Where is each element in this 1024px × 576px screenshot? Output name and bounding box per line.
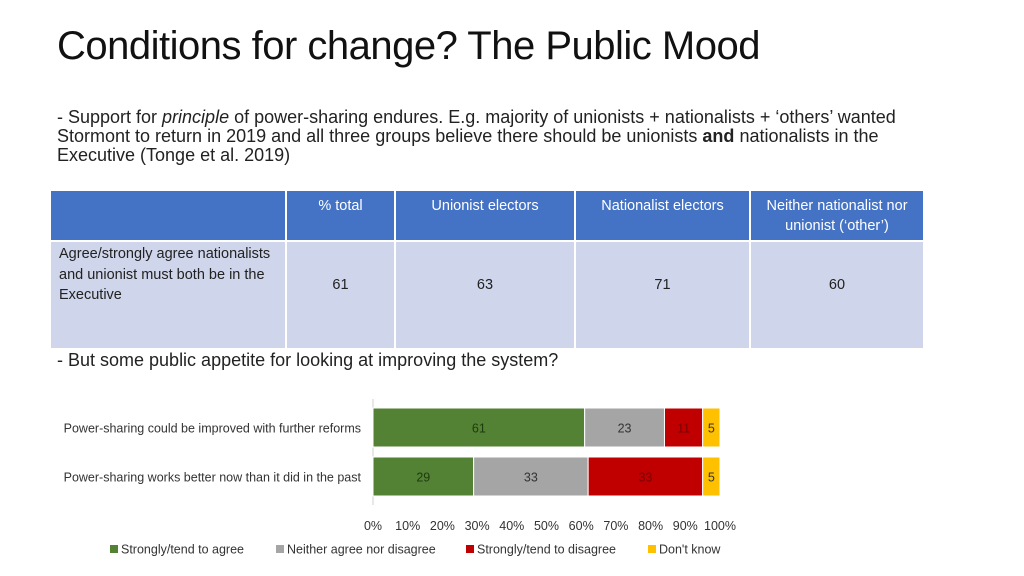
legend-label: Don't know bbox=[659, 543, 721, 557]
stacked-bar-chart: Power-sharing could be improved with fur… bbox=[64, 399, 736, 557]
bullet1-text-a: - Support for bbox=[57, 107, 163, 127]
bar-segment bbox=[663, 407, 704, 448]
bullet-public-appetite: - But some public appetite for looking a… bbox=[57, 350, 559, 370]
bullet1-bold: and bbox=[702, 126, 735, 146]
data-label: 33 bbox=[638, 471, 652, 485]
x-tick-label: 90% bbox=[673, 519, 698, 533]
table-header-nationalist: Nationalist electors bbox=[574, 189, 751, 242]
bar-segment bbox=[584, 407, 665, 448]
x-tick-label: 70% bbox=[603, 519, 628, 533]
data-label: 29 bbox=[416, 471, 430, 485]
data-label: 61 bbox=[472, 422, 486, 436]
x-tick-label: 80% bbox=[638, 519, 663, 533]
legend-label: Strongly/tend to agree bbox=[121, 543, 244, 557]
table-header-total: % total bbox=[285, 189, 396, 242]
table-row-label: Agree/strongly agree nationalists and un… bbox=[49, 240, 287, 350]
x-tick-label: 20% bbox=[430, 519, 455, 533]
bar-segment bbox=[372, 456, 475, 497]
data-label: 5 bbox=[708, 471, 715, 485]
x-tick-label: 40% bbox=[499, 519, 524, 533]
category-label: Power-sharing could be improved with fur… bbox=[64, 422, 361, 436]
x-tick-label: 100% bbox=[704, 519, 736, 533]
category-label: Power-sharing works better now than it d… bbox=[64, 471, 362, 485]
bullet-support-principle: - Support for principle of power-sharing… bbox=[57, 108, 937, 165]
survey-table: % total Unionist electors Nationalist el… bbox=[49, 189, 925, 350]
bullet1-italic: principle bbox=[162, 107, 230, 127]
data-label: 23 bbox=[618, 422, 632, 436]
x-tick-label: 50% bbox=[534, 519, 559, 533]
table-cell-total: 61 bbox=[285, 240, 396, 350]
bullet1-text-c: nationalists in the Executive (Tonge et … bbox=[57, 126, 879, 165]
slide-title: Conditions for change? The Public Mood bbox=[57, 24, 760, 68]
legend-swatch bbox=[466, 545, 474, 553]
table-header-empty bbox=[49, 189, 287, 242]
x-tick-label: 0% bbox=[364, 519, 382, 533]
table-cell-unionist: 63 bbox=[394, 240, 576, 350]
bar-segment bbox=[587, 456, 704, 497]
legend-swatch bbox=[276, 545, 284, 553]
x-tick-label: 60% bbox=[569, 519, 594, 533]
legend-label: Neither agree nor disagree bbox=[287, 543, 436, 557]
x-tick-label: 30% bbox=[465, 519, 490, 533]
table-header-row: % total Unionist electors Nationalist el… bbox=[49, 189, 925, 242]
table-cell-nationalist: 71 bbox=[574, 240, 751, 350]
data-label: 33 bbox=[524, 471, 538, 485]
table-row: Agree/strongly agree nationalists and un… bbox=[49, 240, 925, 350]
x-tick-label: 10% bbox=[395, 519, 420, 533]
bar-segment bbox=[702, 456, 721, 497]
table-cell-other: 60 bbox=[749, 240, 925, 350]
table-header-unionist: Unionist electors bbox=[394, 189, 576, 242]
bar-segment bbox=[702, 407, 721, 448]
bullet1-text-b: of power-sharing endures. E.g. majority … bbox=[57, 107, 896, 146]
legend-swatch bbox=[648, 545, 656, 553]
bar-segment bbox=[473, 456, 589, 497]
legend-label: Strongly/tend to disagree bbox=[477, 543, 616, 557]
legend-swatch bbox=[110, 545, 118, 553]
data-label: 11 bbox=[677, 422, 690, 436]
table-header-other: Neither nationalist nor unionist (‘other… bbox=[749, 189, 925, 242]
data-label: 5 bbox=[708, 422, 715, 436]
